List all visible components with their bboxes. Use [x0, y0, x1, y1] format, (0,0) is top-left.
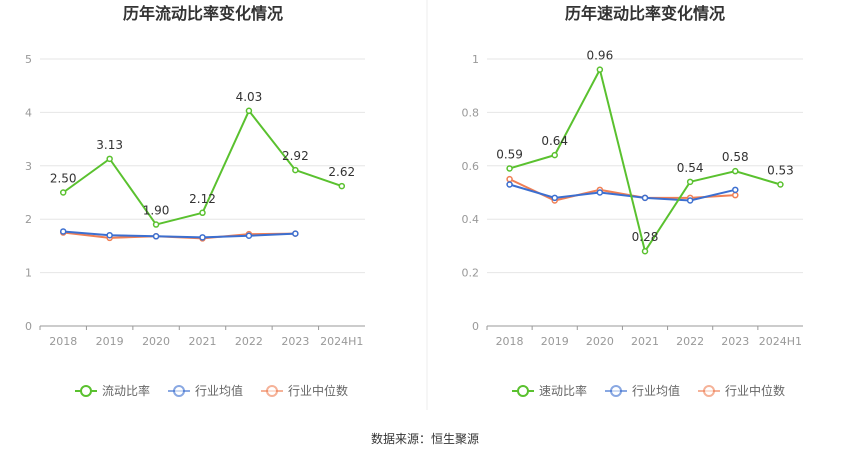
x-tick-label: 2019	[96, 335, 124, 348]
data-label: 0.64	[541, 134, 568, 148]
x-tick-label: 2022	[235, 335, 263, 348]
legend-marker	[517, 385, 529, 397]
data-point	[106, 155, 113, 163]
legend-item: 行业中位数	[698, 383, 785, 398]
series-line-流动比率	[62, 108, 343, 226]
data-label: 4.03	[236, 90, 263, 104]
legend-label: 行业均值	[632, 383, 680, 398]
x-tick-label: 2023	[281, 335, 309, 348]
data-label: 2.50	[50, 172, 77, 186]
data-point	[506, 165, 513, 172]
y-tick-label: 0.8	[462, 106, 480, 119]
legend-label: 行业均值	[195, 383, 243, 398]
data-point	[199, 209, 206, 217]
x-tick-label: 2024H1	[320, 335, 363, 348]
data-point	[59, 228, 67, 235]
data-label: 0.96	[586, 49, 613, 63]
legend-label: 流动比率	[102, 383, 150, 398]
y-tick-label: 0.4	[462, 213, 480, 226]
data-label: 2.92	[282, 149, 309, 163]
chart-title: 历年流动比率变化情况	[123, 4, 283, 23]
series-line-行业均值	[509, 183, 736, 202]
x-tick-label: 2018	[49, 335, 77, 348]
legend-item: 速动比率	[512, 383, 587, 398]
y-tick-label: 1	[25, 267, 32, 280]
x-tick-label: 2018	[496, 335, 524, 348]
legend-label: 速动比率	[539, 383, 587, 398]
x-tick-label: 2023	[721, 335, 749, 348]
data-label: 0.54	[677, 161, 704, 175]
data-point	[338, 182, 346, 190]
series-line-行业均值	[63, 230, 296, 239]
chart-title: 历年速动比率变化情况	[565, 4, 725, 23]
data-point	[59, 189, 67, 196]
y-tick-label: 0.2	[462, 267, 480, 280]
legend-label: 行业中位数	[288, 383, 348, 398]
data-point	[686, 197, 694, 204]
y-tick-label: 1	[472, 53, 479, 66]
data-point	[106, 231, 113, 239]
data-label: 0.59	[496, 147, 523, 161]
y-tick-label: 0	[25, 320, 32, 333]
data-point	[686, 178, 694, 186]
data-label: 2.62	[328, 165, 355, 179]
legend-item: 流动比率	[75, 383, 150, 398]
data-point	[152, 233, 160, 240]
x-tick-label: 2019	[541, 335, 569, 348]
legend-item: 行业中位数	[261, 383, 348, 398]
data-point	[199, 234, 206, 241]
x-tick-label: 2021	[189, 335, 217, 348]
y-tick-label: 3	[25, 160, 32, 173]
legend-marker	[610, 385, 622, 397]
data-point	[506, 181, 513, 188]
legend-marker	[266, 385, 278, 397]
chart-1: 历年流动比率变化情况 0 1 2 3 4 5 2018 2019 2020 2021 2022 2023…	[25, 4, 365, 398]
y-tick-label: 2	[25, 213, 32, 226]
legend-marker	[703, 385, 715, 397]
data-label: 2.12	[189, 192, 216, 206]
chart-2: 历年速动比率变化情况 0 0.2 0.4 0.6 0.8 1 2018 2019 2020 2021…	[462, 4, 803, 398]
y-tick-label: 0.6	[462, 160, 480, 173]
y-tick-label: 4	[25, 106, 32, 119]
data-point	[596, 66, 604, 73]
source-footer: 数据来源：恒生聚源	[370, 432, 479, 446]
legend-label: 行业中位数	[725, 383, 785, 398]
data-label: 0.58	[722, 150, 749, 164]
data-label: 0.28	[632, 230, 659, 244]
data-label: 3.13	[96, 138, 123, 152]
data-point	[641, 194, 649, 202]
x-tick-label: 2020	[142, 335, 170, 348]
x-tick-label: 2021	[631, 335, 659, 348]
x-tick-label: 2022	[676, 335, 704, 348]
data-point	[641, 247, 649, 255]
data-label: 1.90	[143, 204, 170, 218]
legend-item: 行业均值	[168, 383, 243, 398]
legend-marker	[80, 385, 92, 397]
data-point	[732, 167, 739, 175]
data-point	[732, 186, 739, 194]
x-tick-label: 2020	[586, 335, 614, 348]
y-tick-label: 0	[472, 320, 479, 333]
series-line-行业中位数	[509, 178, 736, 202]
legend-marker	[173, 385, 185, 397]
data-point	[292, 230, 299, 237]
data-point	[245, 232, 253, 240]
legend-item: 行业均值	[605, 383, 680, 398]
y-tick-label: 5	[25, 53, 32, 66]
data-point	[777, 181, 784, 188]
data-point	[152, 221, 160, 228]
data-point	[596, 189, 604, 196]
data-point	[292, 166, 299, 174]
data-point	[732, 191, 739, 199]
data-point	[506, 175, 513, 183]
data-label: 0.53	[767, 163, 794, 177]
data-point	[551, 151, 558, 159]
data-point	[551, 194, 558, 202]
data-point	[245, 107, 253, 115]
x-tick-label: 2024H1	[759, 335, 802, 348]
